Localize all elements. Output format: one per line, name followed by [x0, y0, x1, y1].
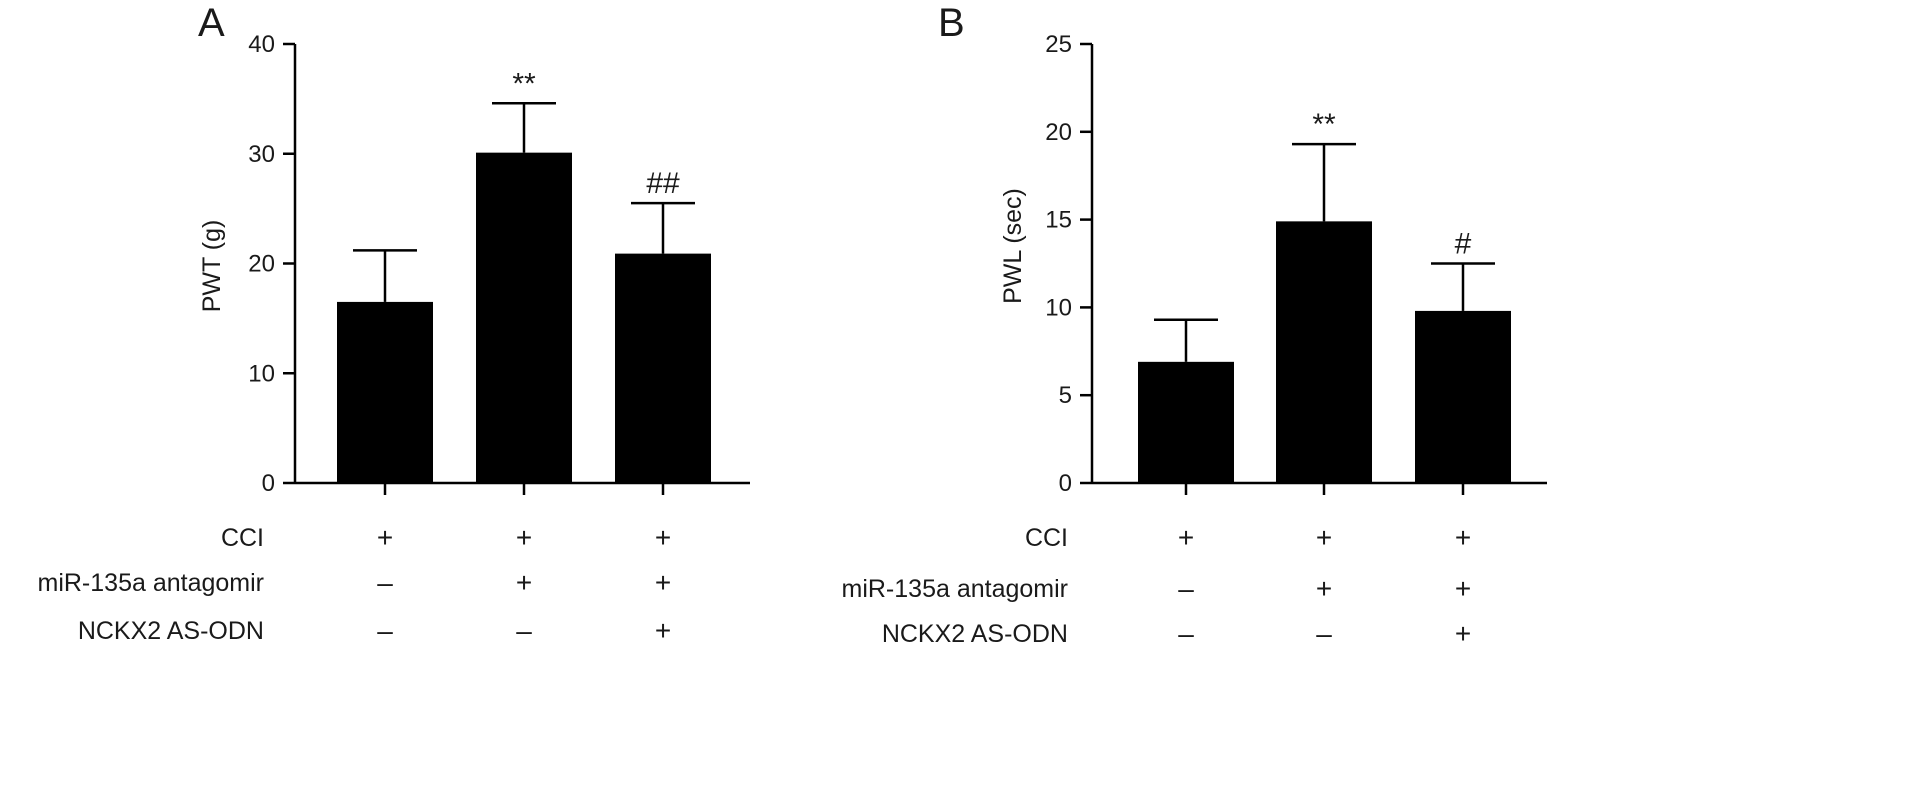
panel-b-condition-sign: –	[1316, 618, 1332, 649]
panel-a-ytick-label: 40	[248, 31, 275, 58]
panel-b-condition-sign: +	[1455, 522, 1471, 553]
panel-a-ytick-label: 20	[248, 251, 275, 278]
panel-b-condition-sign: +	[1455, 618, 1471, 649]
panel-b-bar	[1276, 221, 1372, 483]
panel-b-condition-label: NCKX2 AS-ODN	[882, 620, 1068, 648]
panel-a-condition-sign: +	[516, 522, 532, 553]
panel-a-condition-sign: +	[516, 567, 532, 598]
panel-a-bar	[615, 253, 711, 483]
panel-a-y-axis-label: PWT (g)	[198, 220, 226, 313]
panel-a-condition-label: NCKX2 AS-ODN	[78, 617, 264, 645]
panel-a-condition-label: miR-135a antagomir	[38, 569, 265, 597]
panel-b-y-axis-label: PWL (sec)	[999, 188, 1027, 304]
panel-b-letter: B	[938, 1, 965, 45]
panel-b-ytick-label: 0	[1059, 470, 1072, 497]
panel-b-significance-label: #	[1455, 228, 1472, 261]
panel-a-significance-label: **	[512, 67, 536, 100]
panel-b-ytick-label: 5	[1059, 382, 1072, 409]
panel-a: A 0 10 20 30 40 PWT (g) ** ## CCI + + + miR-135a anta…	[38, 1, 750, 646]
panel-b-condition-sign: –	[1178, 618, 1194, 649]
panel-b-bar	[1138, 361, 1234, 483]
panel-b-condition-sign: –	[1178, 573, 1194, 604]
panel-b-condition-label: miR-135a antagomir	[842, 575, 1069, 603]
panel-a-bar	[337, 301, 433, 483]
panel-b-significance-label: **	[1312, 108, 1336, 141]
panel-a-condition-sign: +	[377, 522, 393, 553]
panel-b-ytick-label: 25	[1045, 31, 1072, 58]
panel-b-ytick-label: 10	[1045, 294, 1072, 321]
panel-a-significance-label: ##	[646, 167, 680, 200]
panel-a-condition-sign: +	[655, 567, 671, 598]
panel-a-condition-sign: +	[655, 522, 671, 553]
panel-a-ytick-label: 30	[248, 141, 275, 168]
panel-b-condition-sign: +	[1455, 573, 1471, 604]
panel-a-ytick-label: 0	[262, 470, 275, 497]
panel-b-condition-sign: +	[1316, 522, 1332, 553]
panel-b-condition-label: CCI	[1025, 524, 1068, 552]
panel-a-condition-sign: –	[516, 615, 532, 646]
panel-a-ytick-label: 10	[248, 360, 275, 387]
panel-b-condition-sign: +	[1316, 573, 1332, 604]
panel-a-letter: A	[198, 1, 225, 45]
panel-a-condition-sign: –	[377, 615, 393, 646]
panel-a-condition-label: CCI	[221, 524, 264, 552]
panel-a-condition-sign: +	[655, 615, 671, 646]
panel-a-bar	[476, 152, 572, 483]
panel-b: B 0 5 10 15 20 25 PWL (sec) ** # CCI + + + miR-135a an…	[842, 1, 1547, 649]
panel-b-bar	[1415, 310, 1511, 483]
panel-a-condition-sign: –	[377, 567, 393, 598]
panel-b-ytick-label: 20	[1045, 119, 1072, 146]
panel-b-ytick-label: 15	[1045, 207, 1072, 234]
panel-b-condition-sign: +	[1178, 522, 1194, 553]
